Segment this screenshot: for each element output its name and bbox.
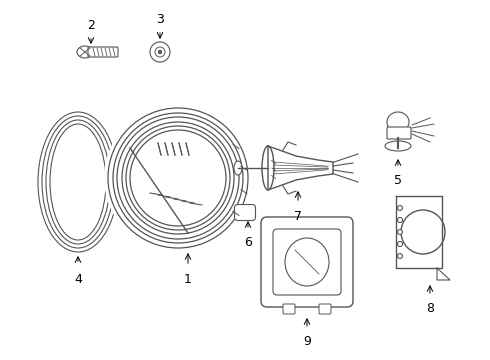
Circle shape: [397, 242, 402, 247]
FancyBboxPatch shape: [88, 47, 118, 57]
FancyBboxPatch shape: [235, 204, 255, 220]
Circle shape: [397, 206, 402, 211]
Text: 4: 4: [74, 273, 82, 286]
Polygon shape: [268, 146, 333, 190]
FancyBboxPatch shape: [319, 304, 331, 314]
Circle shape: [397, 253, 402, 258]
Text: 9: 9: [303, 335, 311, 348]
Text: 3: 3: [156, 13, 164, 26]
Ellipse shape: [285, 238, 329, 286]
Circle shape: [397, 217, 402, 222]
Circle shape: [401, 210, 445, 254]
Text: 1: 1: [184, 273, 192, 286]
FancyBboxPatch shape: [283, 304, 295, 314]
Polygon shape: [437, 268, 450, 280]
FancyBboxPatch shape: [261, 217, 353, 307]
Circle shape: [104, 104, 252, 252]
FancyBboxPatch shape: [273, 229, 341, 295]
Text: 2: 2: [87, 19, 95, 32]
Ellipse shape: [262, 146, 274, 190]
FancyBboxPatch shape: [387, 127, 411, 139]
Ellipse shape: [385, 141, 411, 151]
Circle shape: [150, 42, 170, 62]
Polygon shape: [396, 196, 442, 268]
Circle shape: [397, 230, 402, 234]
Circle shape: [158, 50, 162, 54]
Ellipse shape: [234, 161, 242, 175]
Text: 8: 8: [426, 302, 434, 315]
Ellipse shape: [387, 112, 409, 132]
Text: 7: 7: [294, 210, 302, 223]
Text: 6: 6: [244, 236, 252, 249]
Text: 5: 5: [394, 174, 402, 187]
Ellipse shape: [77, 46, 93, 58]
